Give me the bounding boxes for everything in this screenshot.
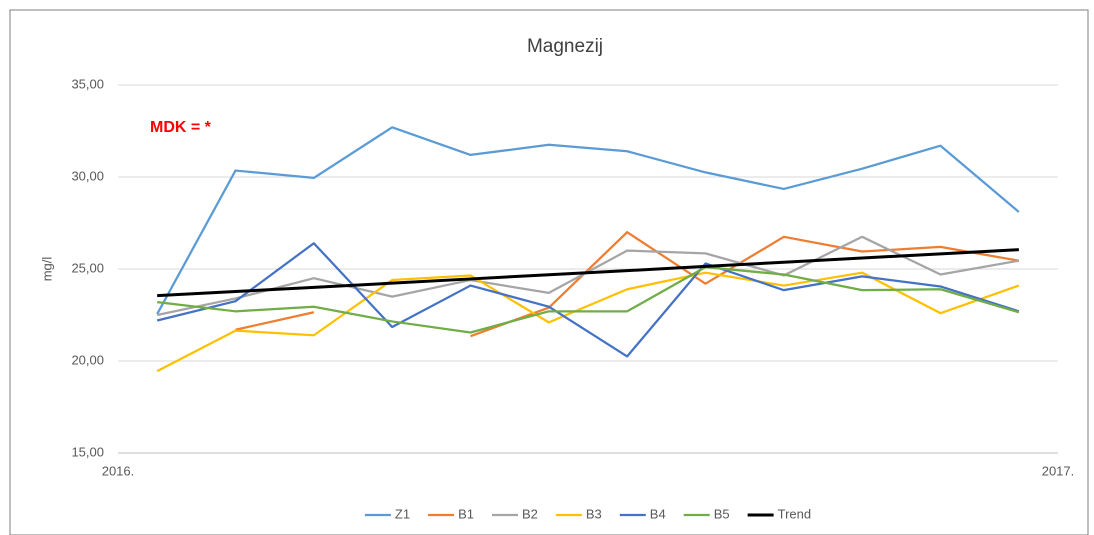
series-line — [157, 266, 1020, 334]
series-line — [235, 231, 1020, 338]
legend-label: B1 — [458, 506, 474, 521]
legend-label: Trend — [778, 506, 811, 521]
legend-label: Z1 — [395, 506, 410, 521]
legend-label: B4 — [650, 506, 666, 521]
annotation: MDK = * — [150, 119, 212, 136]
series-line — [156, 126, 1020, 315]
legend-label: B3 — [586, 506, 602, 521]
y-tick-label: 20,00 — [71, 352, 104, 367]
y-axis-label: mg/l — [39, 257, 54, 282]
series-line — [156, 242, 1020, 358]
y-tick-label: 25,00 — [71, 260, 104, 275]
series-line — [156, 271, 1020, 373]
legend-label: B5 — [714, 506, 730, 521]
y-tick-label: 15,00 — [71, 444, 104, 459]
series-line — [157, 248, 1019, 298]
x-tick-label: 2016. — [102, 463, 135, 478]
x-tick-label: 2017. — [1042, 463, 1075, 478]
chart-frame — [9, 9, 1089, 535]
y-tick-label: 30,00 — [71, 168, 104, 183]
legend-label: B2 — [522, 506, 538, 521]
y-tick-label: 35,00 — [71, 76, 104, 91]
chart-title: Magnezij — [527, 36, 603, 57]
